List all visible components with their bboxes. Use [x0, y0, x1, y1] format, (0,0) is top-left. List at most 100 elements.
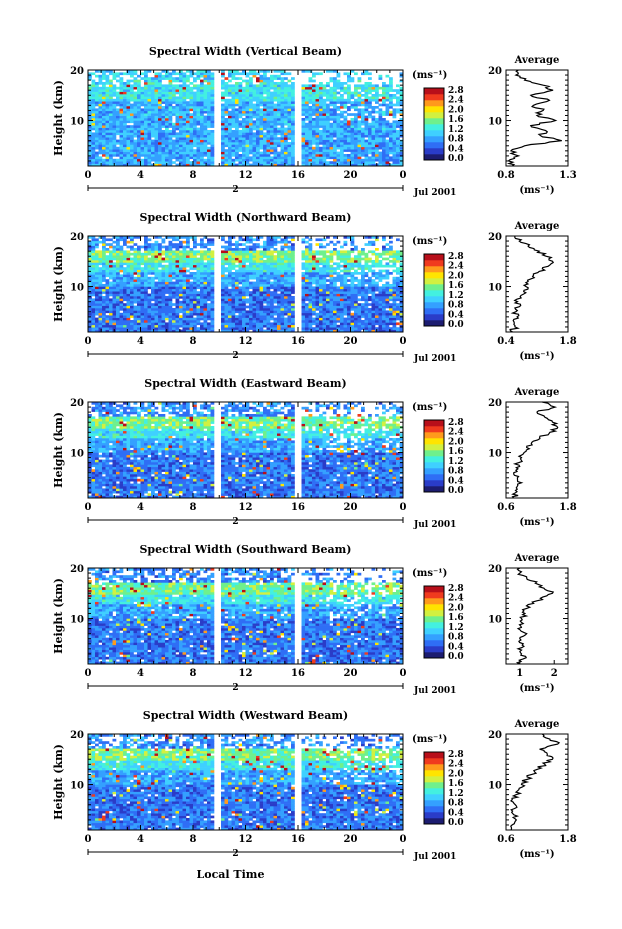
x-axis-label: Local Time: [197, 868, 265, 881]
x-tick-label: 8: [190, 502, 197, 513]
colorbar-tick-label: 0.0: [448, 818, 464, 828]
colorbar-swatch: [424, 438, 444, 445]
average-profile-line: [506, 69, 562, 167]
x-tick-label: 12: [239, 668, 253, 679]
colorbar-swatch: [424, 308, 444, 315]
average-title: Average: [514, 221, 560, 232]
colorbar-tick-label: 2.8: [448, 418, 464, 428]
colorbar-swatch: [424, 800, 444, 807]
average-x-axis-label: (ms⁻¹): [519, 185, 554, 196]
colorbar-swatch: [424, 142, 444, 149]
colorbar-tick-label: 0.4: [448, 808, 464, 818]
x-tick-label: 8: [190, 668, 197, 679]
colorbar-tick-label: 2.8: [448, 584, 464, 594]
average-frame: [505, 235, 569, 333]
colorbar-tick-label: 0.8: [448, 633, 464, 643]
y-axis-label: Height (km): [52, 246, 65, 322]
colorbar-swatch: [424, 450, 444, 457]
colorbar-tick-label: 0.4: [448, 476, 464, 486]
x-tick-label: 8: [190, 336, 197, 347]
average-y-tick-label: 20: [488, 730, 502, 741]
average-profile: Average 10 20 0.4 1.8 (ms⁻¹): [488, 221, 577, 362]
date-label: Jul 2001: [413, 852, 456, 862]
date-label: Jul 2001: [413, 686, 456, 696]
colorbar-tick-label: 1.6: [448, 115, 464, 125]
colorbar-swatch: [424, 88, 444, 95]
average-y-tick-label: 10: [488, 283, 502, 294]
average-y-tick-label: 10: [488, 615, 502, 626]
colorbar-tick-label: 1.2: [448, 291, 464, 301]
colorbar-swatch: [424, 106, 444, 113]
x-tick-label: 16: [291, 834, 305, 845]
colorbar-unit-label: (ms⁻¹): [412, 734, 447, 745]
colorbar-swatch: [424, 456, 444, 463]
colorbar-swatch: [424, 776, 444, 783]
x-tick-label: 20: [344, 336, 358, 347]
x-tick-label: 0: [85, 502, 92, 513]
average-frame: [505, 401, 569, 499]
average-profile-line: [515, 567, 555, 665]
x-tick-label: 0: [85, 668, 92, 679]
colorbar-frame: [423, 751, 445, 825]
average-y-tick-label: 20: [488, 398, 502, 409]
colorbar-tick-label: 2.0: [448, 603, 464, 613]
colorbar-unit-label: (ms⁻¹): [412, 236, 447, 247]
average-x-tick-label: 1.8: [559, 502, 576, 513]
day-label: 2: [232, 849, 238, 859]
colorbar-swatch: [424, 260, 444, 267]
average-profile-line: [509, 235, 555, 333]
colorbar-tick-label: 1.2: [448, 125, 464, 135]
day-label: 2: [232, 517, 238, 527]
colorbar-tick-label: 0.4: [448, 642, 464, 652]
colorbar-tick-label: 0.0: [448, 652, 464, 662]
x-tick-label: 0: [400, 834, 407, 845]
y-axis-label: Height (km): [52, 578, 65, 654]
average-profile: Average 10 20 0.8 1.3 (ms⁻¹): [488, 55, 577, 196]
x-tick-label: 0: [85, 336, 92, 347]
colorbar-tick-label: 1.6: [448, 447, 464, 457]
colorbar-swatch: [424, 100, 444, 107]
colorbar-swatch: [424, 812, 444, 819]
panel-title: Spectral Width (Eastward Beam): [144, 377, 346, 390]
y-tick-label: 20: [70, 564, 84, 575]
x-tick-label: 0: [85, 834, 92, 845]
colorbar-swatch: [424, 628, 444, 635]
colorbar-swatch: [424, 758, 444, 765]
colorbar-swatch: [424, 426, 444, 433]
x-tick-label: 12: [239, 502, 253, 513]
x-tick-label: 16: [291, 502, 305, 513]
panel-title: Spectral Width (Westward Beam): [143, 709, 348, 722]
panel-4: Spectral Width (Southward Beam)0 4 8 12 16 20…: [52, 543, 569, 696]
average-y-tick-label: 20: [488, 232, 502, 243]
y-tick-label: 20: [70, 398, 84, 409]
y-tick-label: 10: [70, 283, 84, 294]
average-x-axis-label: (ms⁻¹): [519, 683, 554, 694]
colorbar-swatch: [424, 640, 444, 647]
y-tick-label: 20: [70, 232, 84, 243]
colorbar-tick-label: 0.8: [448, 467, 464, 477]
colorbar-swatch: [424, 592, 444, 599]
x-tick-label: 0: [400, 170, 407, 181]
colorbar-tick-label: 2.0: [448, 437, 464, 447]
average-x-tick-label: 2: [551, 668, 558, 679]
average-profile: Average 10 20 1 2 (ms⁻¹): [488, 553, 569, 694]
average-x-tick-label: 1: [516, 668, 523, 679]
colorbar-tick-label: 0.0: [448, 154, 464, 164]
colorbar-swatch: [424, 652, 444, 659]
colorbar-tick-label: 0.8: [448, 135, 464, 145]
panel-5: Spectral Width (Westward Beam)0 4 8 12 16 20 0…: [52, 709, 577, 862]
colorbar-unit-label: (ms⁻¹): [412, 568, 447, 579]
colorbar-swatch: [424, 598, 444, 605]
heatmap-cells: [88, 70, 404, 167]
colorbar-tick-label: 2.4: [448, 262, 464, 272]
colorbar-swatch: [424, 468, 444, 475]
average-frame: [505, 733, 569, 831]
colorbar-swatch: [424, 586, 444, 593]
colorbar-tick-label: 2.8: [448, 750, 464, 760]
colorbar-swatch: [424, 94, 444, 101]
colorbar-tick-label: 0.0: [448, 320, 464, 330]
colorbar-swatch: [424, 806, 444, 813]
colorbar-swatch: [424, 432, 444, 439]
average-x-tick-label: 0.6: [497, 502, 514, 513]
